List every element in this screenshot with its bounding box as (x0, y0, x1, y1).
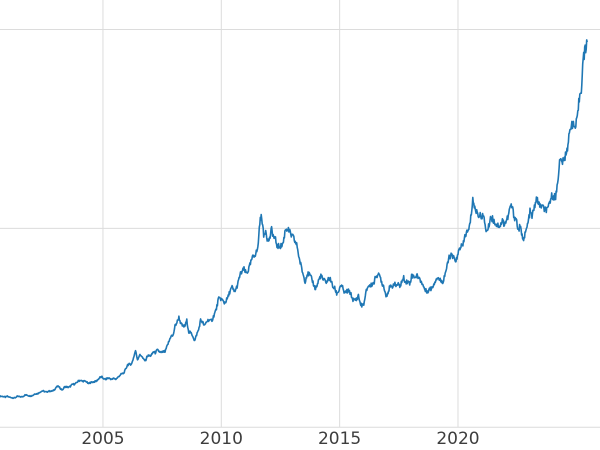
x-tick-label: 2005 (81, 429, 124, 449)
x-axis-tick-labels: 2005 2010 2015 2020 (81, 429, 479, 449)
price-series-line (0, 39, 588, 400)
gridlines (0, 0, 600, 428)
x-tick-label: 2010 (200, 429, 243, 449)
x-tick-label: 2015 (318, 429, 361, 449)
x-tick-label: 2020 (436, 429, 479, 449)
price-series (0, 39, 588, 400)
